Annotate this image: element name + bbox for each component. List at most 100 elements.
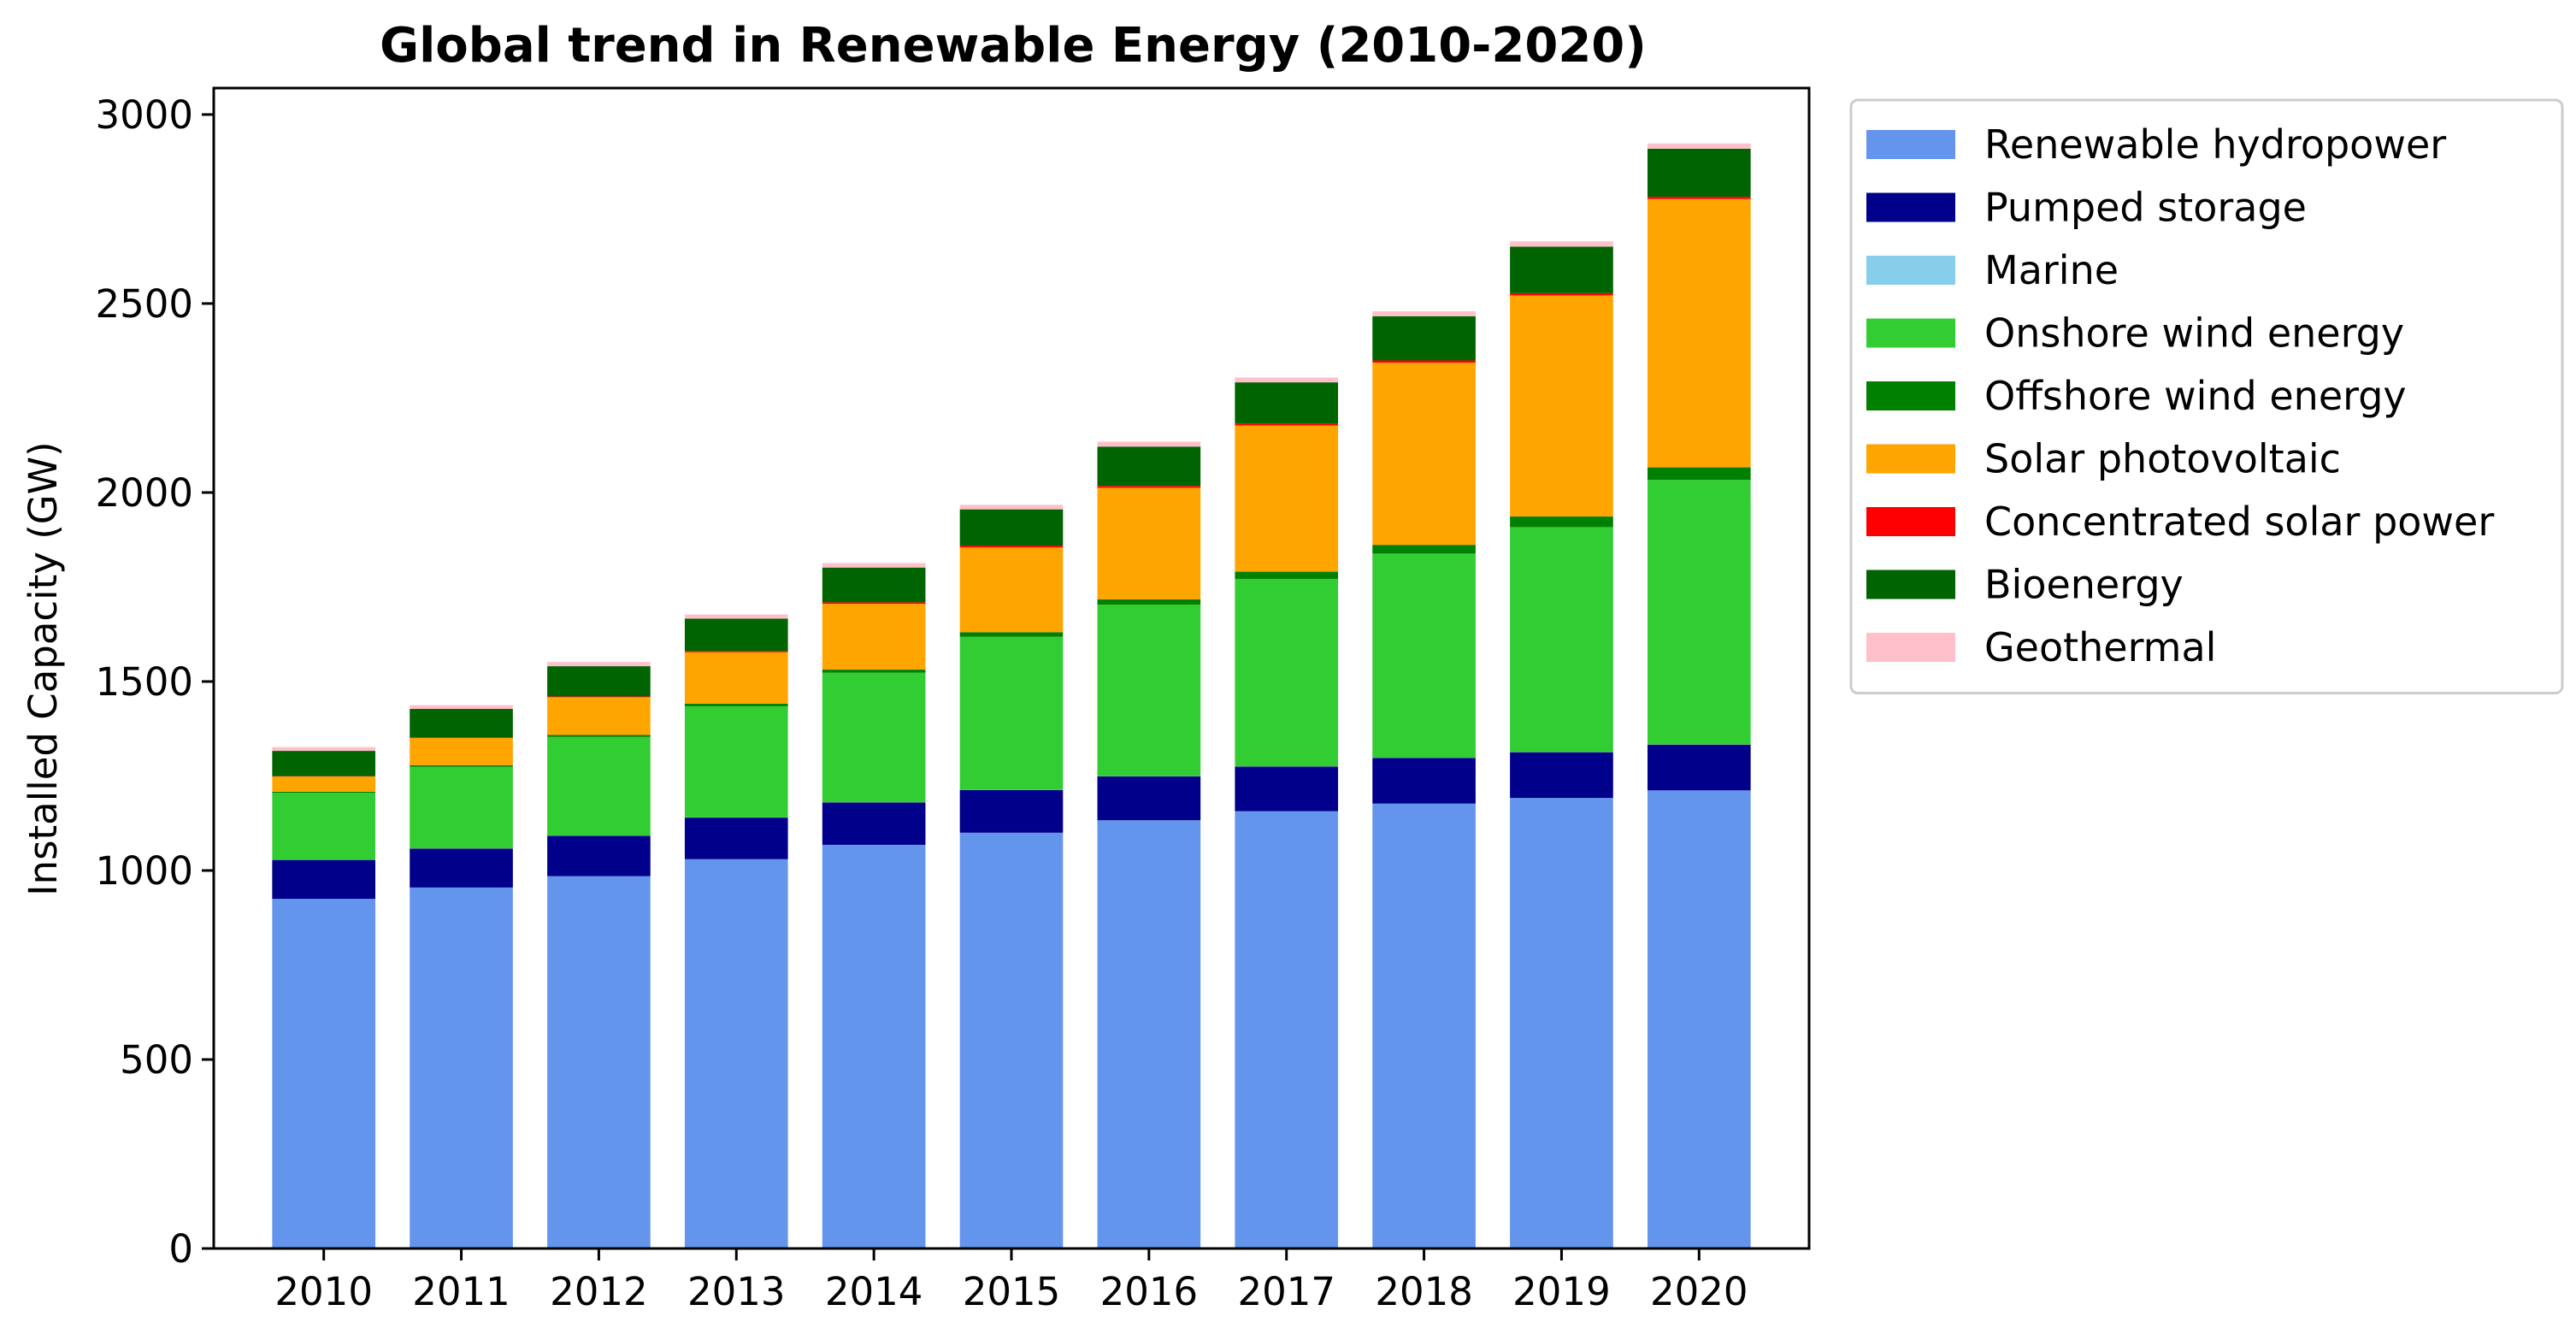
bar-segment: [1235, 423, 1339, 426]
bar-segment: [1647, 790, 1751, 1249]
bar-segment: [1510, 752, 1613, 799]
bar-segment: [1097, 776, 1201, 821]
x-tick-label: 2013: [687, 1269, 786, 1314]
y-tick-label: 0: [168, 1226, 193, 1272]
y-tick-label: 2000: [95, 470, 193, 516]
bar-segment: [959, 636, 1064, 790]
y-tick-label: 500: [120, 1037, 193, 1083]
legend-entry-label: Bioenergy: [1984, 562, 2184, 608]
bar-segment: [1647, 197, 1751, 199]
legend-swatch: [1866, 507, 1955, 536]
bar-segment: [410, 764, 513, 767]
x-tick-label: 2015: [963, 1269, 1061, 1314]
x-tick-label: 2011: [412, 1269, 510, 1314]
bar-segment: [1372, 553, 1476, 759]
bar-segment: [1097, 487, 1201, 599]
y-tick-label: 2500: [95, 281, 193, 327]
bar-segment: [959, 789, 1064, 833]
bar-segment: [1510, 798, 1613, 1249]
bar-segment: [410, 738, 513, 765]
legend-entry-label: Marine: [1984, 247, 2119, 293]
legend-entry-label: Renewable hydropower: [1984, 121, 2446, 168]
legend-swatch: [1866, 381, 1955, 410]
bar-segment: [1647, 148, 1751, 198]
bar-segment: [1097, 599, 1201, 605]
bar-segment: [684, 618, 788, 652]
bar-segment: [684, 614, 788, 619]
bar-segment: [1097, 605, 1201, 776]
bars-group: [272, 143, 1751, 1249]
bar-segment: [410, 737, 513, 739]
bar-segment: [684, 818, 788, 859]
bar-segment: [959, 509, 1064, 546]
bar-segment: [547, 662, 651, 667]
bar-segment: [272, 776, 376, 792]
y-tick-label: 3000: [95, 92, 193, 138]
legend-entry-label: Concentrated solar power: [1984, 499, 2494, 545]
bar-segment: [1647, 143, 1751, 149]
bar-segment: [684, 703, 788, 706]
bar-segment: [822, 670, 926, 673]
legend-swatch: [1866, 192, 1955, 222]
legend-entry-label: Solar photovoltaic: [1984, 436, 2341, 482]
legend-swatch: [1866, 570, 1955, 599]
bar-segment: [822, 563, 926, 568]
bar-segment: [1647, 198, 1751, 468]
bar-segment: [547, 736, 651, 836]
bar-segment: [1647, 480, 1751, 745]
bar-segment: [410, 766, 513, 849]
bar-segment: [1097, 486, 1201, 488]
x-tick-label: 2019: [1512, 1269, 1611, 1314]
x-axis: 2010 2011 2012 2013 2014 2015 2016 2017 2018 2019…: [274, 1249, 1748, 1314]
bar-segment: [1235, 571, 1339, 579]
bar-segment: [410, 709, 513, 738]
bar-segment: [547, 697, 651, 735]
legend-entry-label: Geothermal: [1984, 624, 2216, 670]
bar-segment: [1372, 360, 1476, 363]
bar-segment: [1372, 363, 1476, 546]
y-axis-label: Installed Capacity (GW): [21, 441, 66, 895]
bar-segment: [959, 832, 1064, 1249]
bar-segment: [1372, 545, 1476, 554]
x-tick-label: 2012: [550, 1269, 648, 1314]
bar-segment: [959, 505, 1064, 510]
y-tick-label: 1000: [95, 848, 193, 894]
bar-segment: [272, 859, 376, 900]
legend-entry-label: Onshore wind energy: [1984, 310, 2404, 357]
bar-segment: [822, 672, 926, 803]
bar-segment: [1372, 316, 1476, 361]
bar-segment: [1097, 446, 1201, 487]
legend-entry-label: Offshore wind energy: [1984, 373, 2407, 419]
x-tick-label: 2018: [1375, 1269, 1473, 1314]
bar-segment: [547, 735, 651, 737]
bar-segment: [822, 802, 926, 845]
chart-title: Global trend in Renewable Energy (2010-2…: [380, 18, 1647, 74]
legend-swatch: [1866, 633, 1955, 662]
y-tick-label: 1500: [95, 659, 193, 705]
bar-segment: [822, 602, 926, 605]
x-tick-label: 2017: [1237, 1269, 1335, 1314]
bar-segment: [1510, 241, 1613, 247]
bar-segment: [1235, 377, 1339, 383]
bar-segment: [1510, 292, 1613, 296]
bar-segment: [1235, 425, 1339, 572]
bar-segment: [959, 632, 1064, 637]
bar-segment: [1510, 517, 1613, 528]
x-tick-label: 2014: [825, 1269, 923, 1314]
legend-swatch: [1866, 318, 1955, 348]
bar-segment: [272, 747, 376, 752]
bar-segment: [822, 844, 926, 1249]
bar-segment: [1510, 295, 1613, 517]
bar-segment: [684, 652, 788, 704]
bar-segment: [547, 876, 651, 1249]
bar-segment: [822, 567, 926, 603]
bar-segment: [1235, 766, 1339, 812]
bar-segment: [1235, 811, 1339, 1249]
legend-swatch: [1866, 130, 1955, 159]
x-tick-label: 2016: [1100, 1269, 1199, 1314]
bar-segment: [684, 651, 788, 652]
bar-segment: [1647, 467, 1751, 481]
legend-frame: [1849, 98, 2564, 694]
y-axis: 0 500 1000 1500 2000 2500 3000: [95, 92, 214, 1272]
bar-segment: [1372, 311, 1476, 316]
